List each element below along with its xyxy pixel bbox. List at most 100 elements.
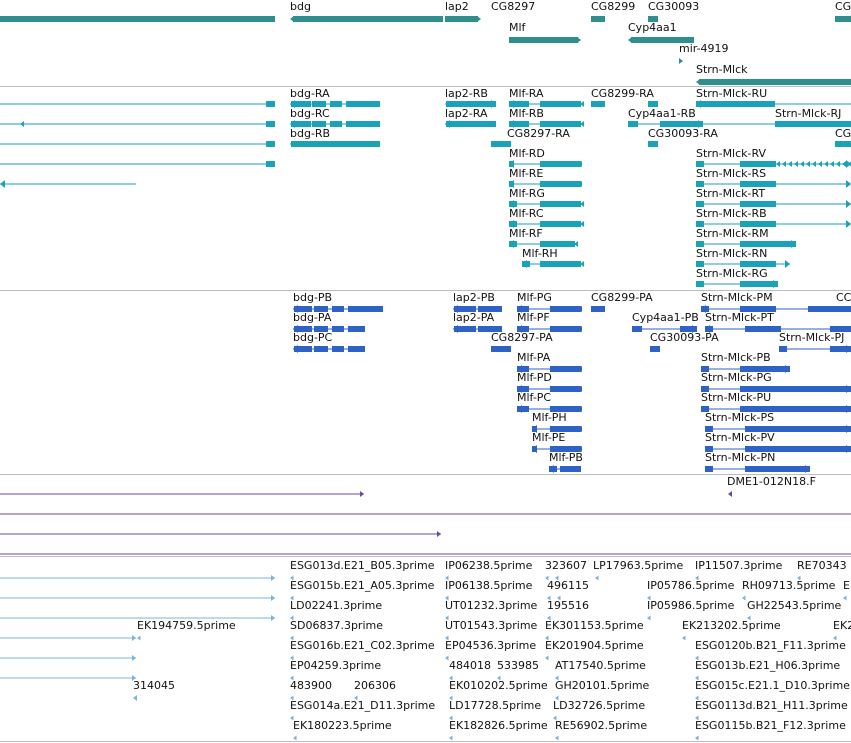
feature-label-esg014a-e21-d11-3prime[interactable]: ESG014a.E21_D11.3prime [290, 699, 436, 712]
feature-label-ek010202-5prime[interactable]: EK010202.5prime [449, 679, 548, 692]
feature-label-strn-mlck-rg[interactable]: Strn-Mlck-RG [696, 267, 768, 280]
gene-feature[interactable] [509, 37, 578, 43]
exon-block[interactable] [550, 446, 581, 452]
feature-label-ip05986-5prime[interactable]: IP05986.5prime [647, 599, 735, 612]
exon-block[interactable] [628, 121, 638, 127]
feature-label-strn-mlck-pg[interactable]: Strn-Mlck-PG [701, 371, 772, 384]
feature-label-ek180223-5prime[interactable]: EK180223.5prime [293, 719, 392, 732]
exon-block[interactable] [740, 261, 776, 267]
feature-label-ek213202-5prime[interactable]: EK213202.5prime [682, 619, 781, 632]
exon-block[interactable] [550, 326, 581, 332]
feature-label-gh20101-5prime[interactable]: GH20101.5prime [555, 679, 650, 692]
exon-block[interactable] [266, 161, 275, 167]
exon-block[interactable] [478, 306, 502, 312]
feature-label-cyp4aa1-rb[interactable]: Cyp4aa1-RB [628, 107, 696, 120]
feature-label-mlf-pf[interactable]: Mlf-PF [517, 311, 550, 324]
feature-label-bdg-ra[interactable]: bdg-RA [290, 87, 330, 100]
exon-block[interactable] [740, 221, 776, 227]
exon-block[interactable] [696, 261, 704, 267]
feature-label-strn-mlck-rn[interactable]: Strn-Mlck-RN [696, 247, 768, 260]
gene-feature[interactable] [835, 16, 851, 22]
feature-label-strn-mlck-rt[interactable]: Strn-Mlck-RT [696, 187, 766, 200]
gene-feature[interactable] [631, 37, 694, 43]
feature-label-sd06837-3prime[interactable]: SD06837.3prime [290, 619, 383, 632]
exon-block[interactable] [517, 406, 529, 412]
exon-block[interactable] [696, 161, 704, 167]
feature-label-cyp4aa1[interactable]: Cyp4aa1 [628, 21, 677, 34]
exon-block[interactable] [696, 121, 702, 127]
feature-label-esg015b-e21-a05-3prime[interactable]: ESG015b.E21_A05.3prime [290, 579, 435, 592]
feature-label-496115[interactable]: 496115 [547, 579, 589, 592]
feature-label-cyp4aa1-pb[interactable]: Cyp4aa1-PB [632, 311, 699, 324]
exon-block[interactable] [517, 366, 529, 372]
exon-block[interactable] [517, 386, 529, 392]
exon-block[interactable] [740, 386, 851, 392]
exon-block[interactable] [330, 101, 342, 107]
exon-block[interactable] [745, 466, 810, 472]
feature-label-cg8299[interactable]: CG8299 [591, 0, 636, 13]
feature-label-strn-mlck-rj[interactable]: Strn-Mlck-RJ [775, 107, 842, 120]
feature-label-strn-mlck-ru[interactable]: Strn-Mlck-RU [696, 87, 768, 100]
feature-label-lap2-rb[interactable]: lap2-RB [445, 87, 488, 100]
feature-label-strn-mlck-pv[interactable]: Strn-Mlck-PV [705, 431, 775, 444]
exon-block[interactable] [332, 326, 344, 332]
exon-block[interactable] [550, 306, 581, 312]
feature-label-ek194759-5prime[interactable]: EK194759.5prime [137, 619, 236, 632]
feature-label-esg013d-e21-b05-3prime[interactable]: ESG013d.E21_B05.3prime [290, 559, 435, 572]
exon-block[interactable] [509, 101, 529, 107]
feature-label-ld02241-3prime[interactable]: LD02241.3prime [290, 599, 383, 612]
feature-label-ut01232-3prime[interactable]: UT01232.3prime [445, 599, 538, 612]
exon-block[interactable] [660, 121, 703, 127]
exon-block[interactable] [740, 181, 776, 187]
feature-label-esg016b-e21-c02-3prime[interactable]: ESG016b.E21_C02.3prime [290, 639, 435, 652]
feature-label-mlf-pd[interactable]: Mlf-PD [517, 371, 552, 384]
exon-block[interactable] [346, 101, 380, 107]
feature-label-ek301153-5prime[interactable]: EK301153.5prime [545, 619, 644, 632]
exon-block[interactable] [330, 121, 342, 127]
exon-block[interactable] [779, 346, 787, 352]
feature-label-ep04536-3prime[interactable]: EP04536.3prime [445, 639, 537, 652]
exon-block[interactable] [740, 281, 778, 287]
feature-label-mlf-pc[interactable]: Mlf-PC [517, 391, 552, 404]
exon-block[interactable] [478, 326, 502, 332]
feature-label-esg013b-e21-h06-3prime[interactable]: ESG013b.E21_H06.3prime [695, 659, 841, 672]
feature-label-mlf-ra[interactable]: Mlf-RA [509, 87, 544, 100]
exon-block[interactable] [591, 306, 605, 312]
feature-label-strn-mlck-rm[interactable]: Strn-Mlck-RM [696, 227, 769, 240]
exon-block[interactable] [680, 326, 697, 332]
feature-label-mlf-re[interactable]: Mlf-RE [509, 167, 544, 180]
feature-label-cg8297-pa[interactable]: CG8297-PA [491, 331, 553, 344]
feature-label-at17540-5prime[interactable]: AT17540.5prime [555, 659, 646, 672]
feature-label-rh09713-5prime[interactable]: RH09713.5prime [742, 579, 836, 592]
exon-block[interactable] [314, 306, 328, 312]
exon-block[interactable] [745, 426, 851, 432]
exon-block[interactable] [835, 141, 851, 147]
exon-block[interactable] [540, 101, 581, 107]
feature-label-esg0115b-b21-f12-3prime[interactable]: ESG0115b.B21_F12.3prime [695, 719, 846, 732]
feature-label-re70343[interactable]: RE70343 [797, 559, 847, 572]
feature-label-bdg-rb[interactable]: bdg-RB [290, 127, 331, 140]
exon-block[interactable] [740, 201, 776, 207]
exon-block[interactable] [550, 366, 581, 372]
exon-block[interactable] [696, 281, 704, 287]
exon-block[interactable] [294, 306, 312, 312]
exon-block[interactable] [830, 346, 851, 352]
exon-block[interactable] [291, 101, 311, 107]
feature-label-mlf-rc[interactable]: Mlf-RC [509, 207, 544, 220]
exon-block[interactable] [294, 326, 312, 332]
exon-block[interactable] [705, 446, 713, 452]
exon-block[interactable] [701, 386, 709, 392]
feature-label-ut01543-3prime[interactable]: UT01543.3prime [445, 619, 538, 632]
exon-block[interactable] [517, 326, 529, 332]
exon-block[interactable] [446, 101, 496, 107]
feature-label-strn-mlck-rb[interactable]: Strn-Mlck-RB [696, 207, 767, 220]
exon-block[interactable] [540, 261, 581, 267]
exon-block[interactable] [332, 346, 344, 352]
feature-label-esg0120b-b21-f11-3prime[interactable]: ESG0120b.B21_F11.3prime [695, 639, 846, 652]
exon-block[interactable] [348, 326, 365, 332]
exon-block[interactable] [491, 141, 511, 147]
exon-block[interactable] [454, 306, 476, 312]
feature-label-ep04259-3prime[interactable]: EP04259.3prime [290, 659, 382, 672]
feature-label-484018[interactable]: 484018 [449, 659, 491, 672]
feature-label-ip06238-5prime[interactable]: IP06238.5prime [445, 559, 533, 572]
